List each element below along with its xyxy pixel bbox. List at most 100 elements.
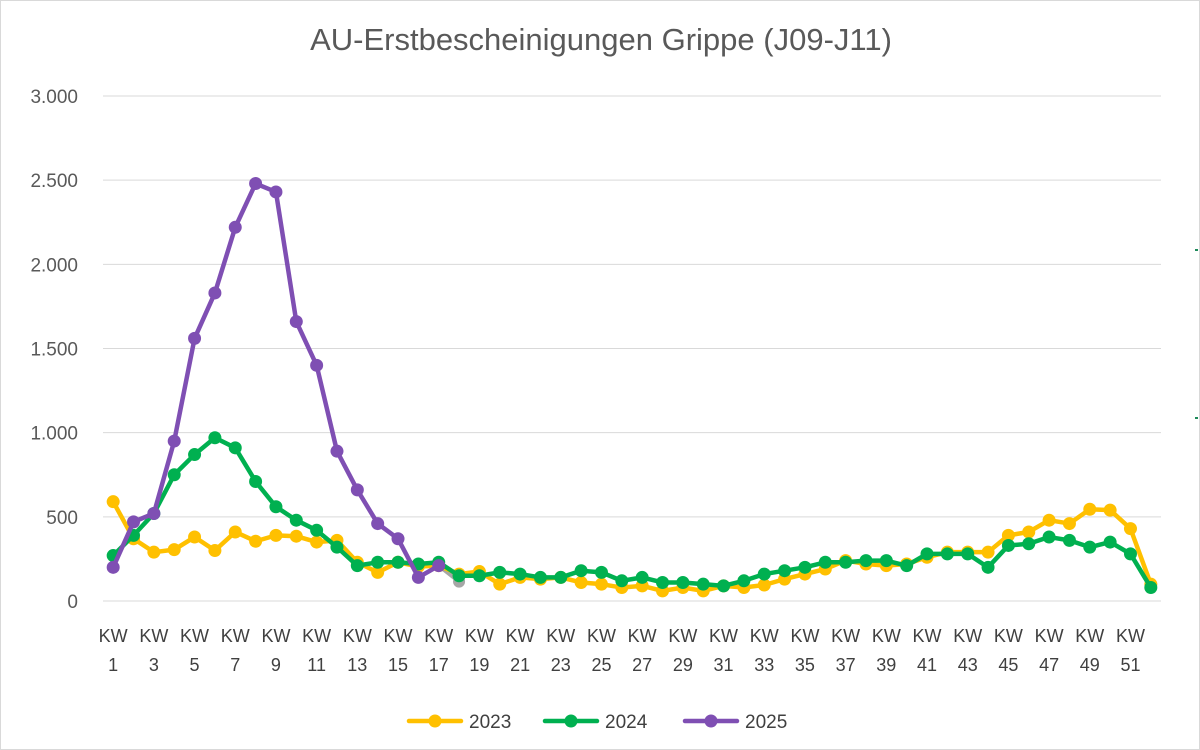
data-point — [228, 220, 242, 234]
x-axis: KW 1 KW 3 KW 5 KW 7 KW 9 KW 11 KW 13 KW 15 KW 17 KW 19 KW 21 K… — [99, 626, 1145, 675]
data-point — [1123, 522, 1137, 536]
data-point — [310, 358, 324, 372]
data-point — [249, 474, 263, 488]
data-point — [289, 513, 303, 527]
data-point — [167, 434, 181, 448]
data-point — [1062, 533, 1076, 547]
data-point — [188, 331, 202, 345]
data-point — [656, 575, 670, 589]
x-tick-label: KW — [1075, 626, 1104, 646]
data-point — [920, 547, 934, 561]
data-point — [391, 532, 405, 546]
data-point — [900, 559, 914, 573]
data-point — [269, 500, 283, 514]
data-point — [289, 529, 303, 543]
data-point — [249, 534, 263, 548]
x-tick-label: KW — [668, 626, 697, 646]
data-point — [208, 286, 222, 300]
data-point — [615, 574, 629, 588]
data-point — [228, 525, 242, 539]
series-line — [110, 181, 441, 580]
data-point — [493, 565, 507, 579]
x-tick-label: 49 — [1080, 655, 1100, 675]
data-point — [1022, 537, 1036, 551]
x-tick-label: KW — [546, 626, 575, 646]
data-point — [330, 540, 344, 554]
data-point — [533, 570, 547, 584]
x-tick-label: 25 — [591, 655, 611, 675]
data-point — [635, 570, 649, 584]
y-tick-label: 2.000 — [30, 255, 78, 276]
x-tick-label: KW — [99, 626, 128, 646]
y-tick-label: 1.000 — [30, 424, 78, 445]
data-point — [310, 523, 324, 537]
data-point — [879, 554, 893, 568]
data-point — [432, 559, 446, 573]
legend-label: 2025 — [745, 712, 787, 733]
data-point — [127, 515, 141, 529]
data-point — [371, 555, 385, 569]
x-tick-label: 13 — [347, 655, 367, 675]
x-tick-label: 47 — [1039, 655, 1059, 675]
x-tick-label: 43 — [958, 655, 978, 675]
data-point — [757, 578, 771, 592]
y-tick-label: 500 — [46, 508, 78, 529]
y-tick-label: 1.500 — [30, 340, 78, 361]
data-point — [1123, 547, 1137, 561]
data-point — [717, 579, 731, 593]
data-point — [1103, 535, 1117, 549]
data-point — [594, 577, 608, 591]
x-tick-label: KW — [953, 626, 982, 646]
data-point — [208, 544, 222, 557]
data-point — [961, 547, 975, 561]
legend: 2023 2024 2025 — [406, 712, 787, 733]
data-point — [1022, 525, 1036, 539]
data-point — [188, 530, 202, 544]
x-tick-label: 23 — [551, 655, 571, 675]
x-tick-label: KW — [139, 626, 168, 646]
data-point — [208, 431, 222, 445]
y-tick-label: 2.500 — [30, 171, 78, 192]
data-point — [737, 574, 751, 588]
x-tick-label: 29 — [673, 655, 693, 675]
data-point — [106, 560, 120, 574]
y-tick-label: 3.000 — [30, 87, 78, 108]
data-point — [778, 564, 792, 578]
data-point — [249, 177, 263, 191]
data-point — [1001, 528, 1015, 542]
data-point — [269, 185, 283, 199]
data-point — [147, 545, 161, 559]
x-tick-label: KW — [790, 626, 819, 646]
x-tick-label: KW — [261, 626, 290, 646]
x-tick-label: KW — [1116, 626, 1145, 646]
y-tick-label: 0 — [67, 592, 78, 613]
data-point — [371, 565, 385, 579]
x-tick-label: 33 — [754, 655, 774, 675]
x-tick-label: 45 — [998, 655, 1018, 675]
data-point — [472, 569, 486, 583]
data-point — [289, 315, 303, 329]
legend-marker — [704, 714, 718, 728]
data-point — [981, 560, 995, 574]
data-point — [1083, 540, 1097, 554]
x-tick-label: 15 — [388, 655, 408, 675]
legend-label: 2024 — [605, 712, 648, 733]
x-tick-label: KW — [343, 626, 372, 646]
x-tick-label: 41 — [917, 655, 937, 675]
data-point — [167, 543, 181, 557]
x-tick-label: 21 — [510, 655, 530, 675]
x-tick-label: 17 — [429, 655, 449, 675]
x-tick-label: KW — [506, 626, 535, 646]
x-tick-label: KW — [750, 626, 779, 646]
data-point — [106, 495, 120, 509]
edge-marker — [1195, 417, 1198, 419]
data-point — [1103, 503, 1117, 517]
data-point — [1062, 517, 1076, 531]
data-point — [310, 535, 324, 549]
x-tick-label: KW — [587, 626, 616, 646]
data-point — [696, 577, 710, 591]
plot-series — [106, 177, 1158, 598]
series-2024 — [106, 431, 1158, 595]
data-point — [513, 567, 527, 581]
